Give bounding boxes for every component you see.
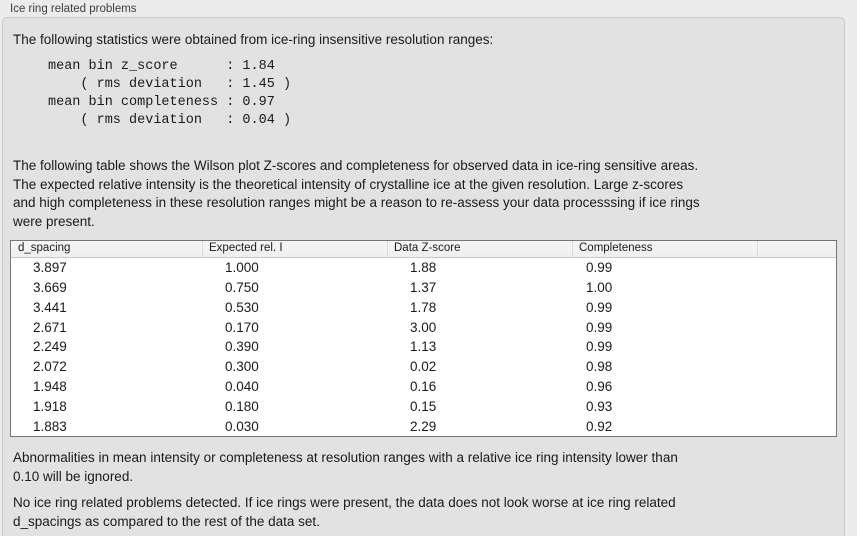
table-row[interactable]: 2.072 0.300 0.02 0.98	[11, 357, 836, 377]
verdict-text: No ice ring related problems detected. I…	[13, 495, 676, 529]
column-header-completeness[interactable]: Completeness	[573, 241, 758, 257]
column-header-expected-rel-i[interactable]: Expected rel. I	[203, 241, 388, 257]
table-row[interactable]: 3.897 1.000 1.88 0.99	[11, 258, 836, 278]
table-cell: 0.99	[586, 299, 613, 315]
table-row[interactable]: 1.948 0.040 0.16 0.96	[11, 377, 836, 397]
table-intro-text: The following table shows the Wilson plo…	[13, 158, 700, 229]
table-cell: 0.93	[586, 398, 613, 414]
table-cell: 0.300	[225, 359, 259, 375]
table-cell: 2.072	[33, 359, 67, 375]
ignore-note-text: Abnormalities in mean intensity or compl…	[13, 450, 678, 484]
stats-block: mean bin z_score : 1.84 ( rms deviation …	[48, 59, 292, 128]
intro-text: The following statistics were obtained f…	[13, 32, 494, 47]
table-cell: 0.180	[225, 398, 259, 414]
table-cell: 0.99	[586, 260, 613, 276]
table-row[interactable]: 1.883 0.030 2.29 0.92	[11, 416, 836, 436]
table-cell: 3.00	[410, 319, 437, 335]
table-cell: 1.88	[410, 260, 437, 276]
table-cell: 3.669	[33, 280, 67, 296]
table-cell: 0.030	[225, 418, 259, 434]
table-cell: 0.390	[225, 339, 259, 355]
table-cell: 0.16	[410, 378, 437, 394]
table-cell: 0.170	[225, 319, 259, 335]
table-cell: 1.37	[410, 280, 437, 296]
table-row[interactable]: 1.918 0.180 0.15 0.93	[11, 396, 836, 416]
column-header-data-z-score[interactable]: Data Z-score	[388, 241, 573, 257]
table-cell: 1.883	[33, 418, 67, 434]
table-cell: 1.00	[586, 280, 613, 296]
table-row[interactable]: 2.249 0.390 1.13 0.99	[11, 337, 836, 357]
table-cell: 2.671	[33, 319, 67, 335]
table-cell: 0.99	[586, 339, 613, 355]
panel-title: Ice ring related problems	[10, 3, 137, 15]
table-cell: 0.750	[225, 280, 259, 296]
table-cell: 0.02	[410, 359, 437, 375]
table-cell: 2.29	[410, 418, 437, 434]
table-cell: 0.15	[410, 398, 437, 414]
table-cell: 0.92	[586, 418, 613, 434]
table-row[interactable]: 3.669 0.750 1.37 1.00	[11, 278, 836, 298]
table-cell: 3.441	[33, 299, 67, 315]
table-row[interactable]: 3.441 0.530 1.78 0.99	[11, 298, 836, 318]
table-cell: 1.918	[33, 398, 67, 414]
table-body: 3.897 1.000 1.88 0.99 3.669 0.750 1.37 1.00 3.44…	[11, 258, 836, 436]
table-cell: 1.000	[225, 260, 259, 276]
column-header-empty	[758, 241, 836, 257]
table-cell: 0.98	[586, 359, 613, 375]
table-header: d_spacing Expected rel. I Data Z-score Comp…	[11, 241, 836, 258]
table-cell: 1.78	[410, 299, 437, 315]
table-row[interactable]: 2.671 0.170 3.00 0.99	[11, 317, 836, 337]
table-cell: 1.13	[410, 339, 437, 355]
table-cell: 3.897	[33, 260, 67, 276]
table-cell: 1.948	[33, 378, 67, 394]
ice-ring-table[interactable]: d_spacing Expected rel. I Data Z-score Comp…	[10, 240, 837, 437]
table-cell: 2.249	[33, 339, 67, 355]
table-cell: 0.530	[225, 299, 259, 315]
table-cell: 0.99	[586, 319, 613, 335]
table-cell: 0.96	[586, 378, 613, 394]
column-header-d-spacing[interactable]: d_spacing	[11, 241, 203, 257]
table-cell: 0.040	[225, 378, 259, 394]
